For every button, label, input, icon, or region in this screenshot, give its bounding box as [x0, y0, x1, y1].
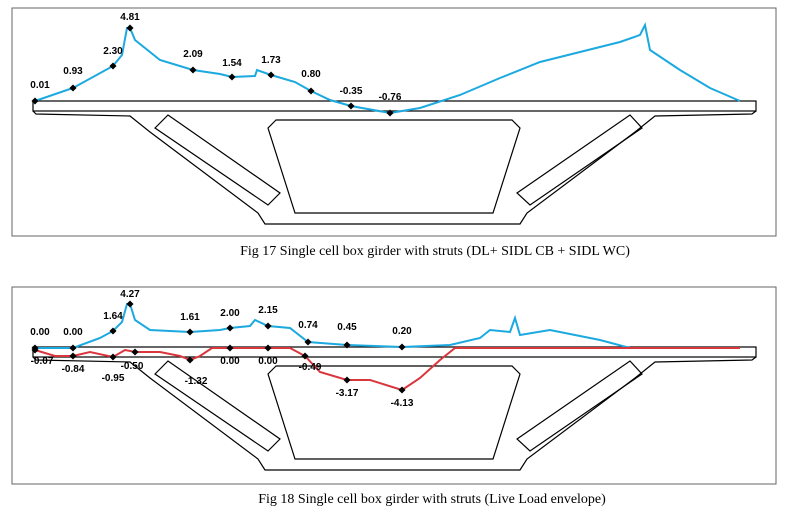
point-marker: [69, 344, 77, 352]
point-marker: [109, 327, 117, 335]
point-marker: [398, 386, 406, 394]
value-label: -0.84: [62, 364, 85, 375]
positive-envelope: [35, 303, 740, 349]
point-marker: [267, 71, 275, 79]
girder-section: [32, 100, 757, 225]
point-marker: [264, 344, 272, 352]
value-label: -0.07: [31, 356, 54, 367]
figure-caption: Fig 18 Single cell box girder with strut…: [258, 492, 606, 507]
point-marker: [304, 338, 312, 346]
value-label: 2.00: [220, 308, 240, 319]
figure-caption: Fig 17 Single cell box girder with strut…: [240, 244, 630, 259]
value-label: 0.00: [220, 356, 240, 367]
point-marker: [69, 84, 77, 92]
value-label: 2.30: [103, 46, 123, 57]
value-label: -4.13: [391, 398, 414, 409]
value-label: -0.95: [102, 373, 125, 384]
point-marker: [109, 353, 117, 361]
point-marker: [69, 352, 77, 360]
value-label: 1.54: [222, 58, 242, 69]
value-label: 2.15: [258, 305, 278, 316]
figure-frame: [11, 7, 777, 237]
value-label: 0.01: [30, 80, 50, 91]
value-label: 0.00: [258, 356, 278, 367]
value-label: 1.64: [103, 311, 123, 322]
point-marker: [228, 73, 236, 81]
value-label: 0.00: [30, 327, 50, 338]
value-label: -0.35: [340, 86, 363, 97]
value-label: 4.27: [120, 289, 140, 300]
point-marker: [226, 324, 234, 332]
value-label: -3.17: [336, 388, 359, 399]
value-label: 1.73: [261, 55, 281, 66]
point-marker: [31, 346, 39, 354]
point-marker: [126, 24, 134, 32]
point-marker: [347, 102, 355, 110]
value-label: 0.74: [298, 320, 318, 331]
point-marker: [131, 348, 139, 356]
point-marker: [189, 66, 197, 74]
value-label: 0.00: [63, 327, 83, 338]
point-marker: [126, 300, 134, 308]
value-label: 0.93: [63, 66, 83, 77]
negative-envelope: [34, 347, 740, 392]
value-label: 4.81: [120, 12, 140, 23]
point-marker: [343, 341, 351, 349]
value-label: 2.09: [183, 49, 203, 60]
value-label: 1.61: [180, 312, 200, 323]
value-label: 0.45: [337, 322, 357, 333]
value-label: -0.76: [379, 92, 402, 103]
value-label: 0.20: [392, 326, 412, 337]
value-label: -0.50: [121, 361, 144, 372]
point-marker: [343, 376, 351, 384]
point-marker: [226, 344, 234, 352]
value-label: -1.32: [185, 376, 208, 387]
point-marker: [386, 109, 394, 117]
point-marker: [264, 322, 272, 330]
point-marker: [307, 87, 315, 95]
value-label: -0.49: [299, 362, 322, 373]
point-marker: [301, 352, 309, 360]
figure-frame: [11, 286, 777, 485]
point-marker: [186, 356, 194, 364]
value-label: 0.80: [301, 69, 321, 80]
point-marker: [186, 328, 194, 336]
point-marker: [398, 343, 406, 351]
